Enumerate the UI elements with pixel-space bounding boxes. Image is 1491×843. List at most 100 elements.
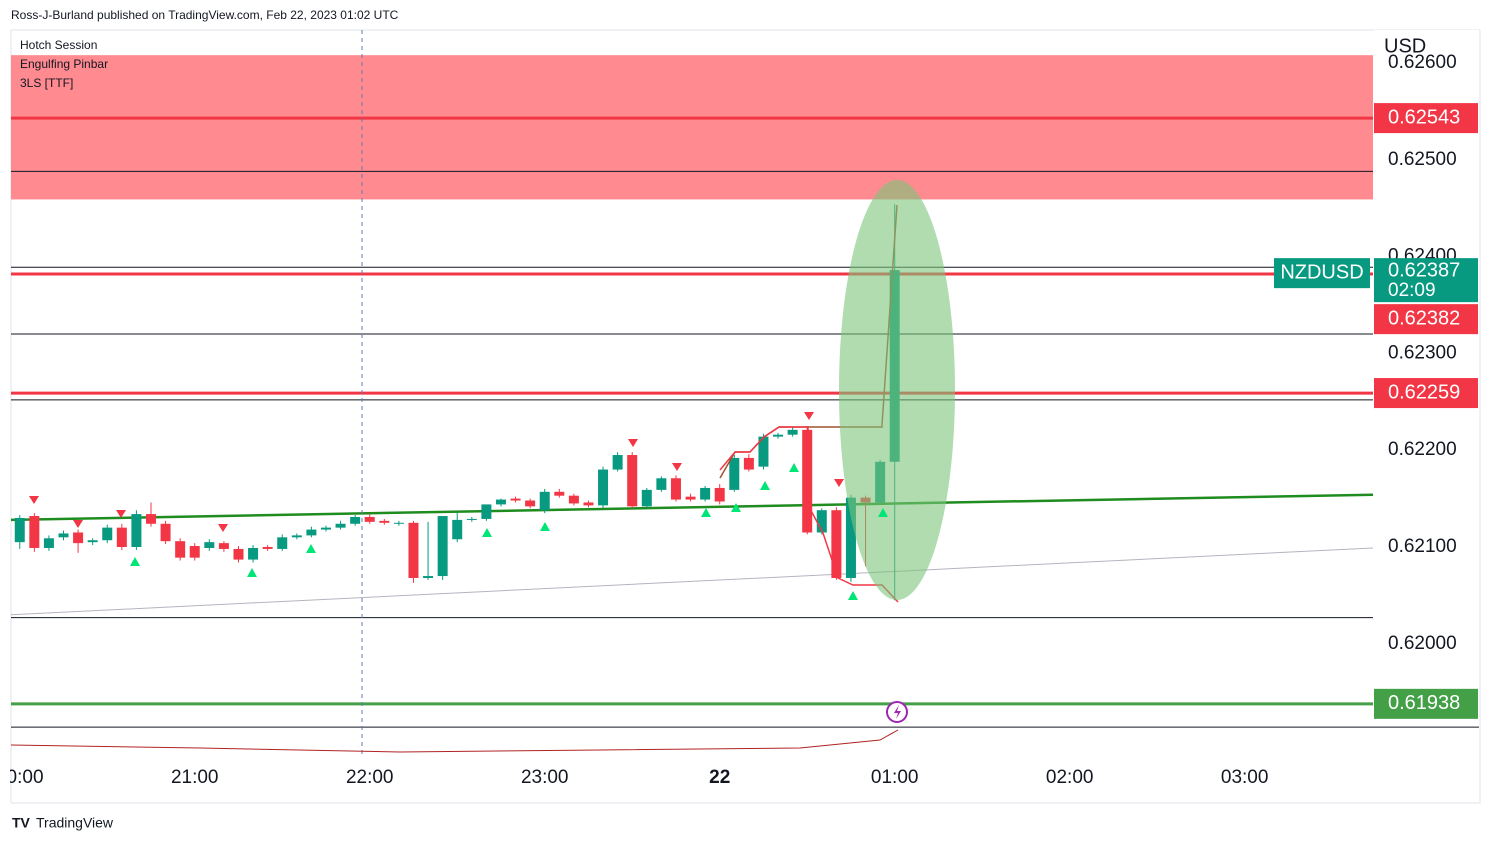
- buy-markers: [130, 463, 888, 600]
- footer-logo: TV: [12, 815, 31, 831]
- candle-body: [714, 487, 725, 502]
- candle-body: [204, 542, 215, 548]
- highlight-ellipse: [839, 180, 955, 600]
- currency: USD: [1384, 35, 1426, 57]
- currency-bg: [1374, 30, 1479, 58]
- candle-body: [525, 500, 536, 507]
- candle-body: [379, 520, 390, 523]
- x-tick-label: 22: [709, 767, 730, 788]
- candle-body: [831, 510, 842, 578]
- price-badge: [1374, 258, 1478, 303]
- x-tick-label: 21:00: [171, 767, 219, 788]
- candle-body: [423, 576, 434, 578]
- resistance-zone: [11, 55, 1373, 200]
- frame: [10, 29, 1481, 804]
- candle-body: [160, 523, 171, 542]
- trendline: [10, 493, 1374, 522]
- y-tick-label: 0.62100: [1388, 536, 1457, 557]
- candle-body: [320, 527, 331, 530]
- symbol-badge: [1274, 258, 1370, 289]
- level-label: 0.62259: [1388, 381, 1460, 403]
- candle-body: [350, 516, 361, 524]
- candle-body: [277, 537, 288, 549]
- indicator-name: Engulfing Pinbar: [20, 57, 108, 71]
- candle-body: [116, 527, 127, 548]
- candle-body: [102, 527, 113, 541]
- candle-body: [437, 516, 448, 577]
- candle-body: [393, 522, 404, 524]
- y-tick-label: 0.62200: [1388, 439, 1457, 460]
- candle-body: [685, 496, 696, 500]
- candle-body: [758, 436, 769, 467]
- candle-body: [729, 457, 740, 490]
- candle-body: [656, 478, 667, 490]
- candle-body: [743, 457, 754, 470]
- candle-body: [466, 518, 477, 520]
- candle-body: [670, 478, 681, 500]
- candle-body: [452, 519, 463, 540]
- candle-body: [291, 535, 302, 538]
- candle-body: [554, 491, 565, 496]
- x-tick-label: 01:00: [871, 767, 919, 788]
- candle-body: [73, 532, 84, 544]
- y-tick-label: 0.62300: [1388, 342, 1457, 363]
- candle-body: [43, 538, 54, 548]
- candle-body: [175, 541, 186, 558]
- candle-body: [233, 548, 244, 560]
- candle-body: [495, 499, 506, 505]
- candle-body: [568, 495, 579, 504]
- candle-body: [787, 429, 798, 435]
- level-label: 0.62543: [1388, 106, 1460, 128]
- level-label: 0.61938: [1388, 692, 1460, 714]
- x-tick-label: 22:00: [346, 767, 394, 788]
- y-tick-label: 0.62000: [1388, 633, 1457, 654]
- sell-markers: [29, 412, 844, 532]
- candle-body: [262, 547, 273, 549]
- candle-body: [641, 489, 652, 507]
- y-tick-label: 0.62500: [1388, 149, 1457, 170]
- left-mask: [0, 760, 10, 800]
- candle-body: [408, 522, 419, 578]
- countdown: 02:09: [1388, 280, 1436, 301]
- candle-body: [189, 546, 200, 558]
- last-price: 0.62387: [1388, 259, 1460, 281]
- candle-body: [335, 523, 346, 528]
- header: Ross-J-Burland published on TradingView.…: [11, 8, 399, 22]
- candle-body: [29, 516, 40, 548]
- candle-body: [218, 543, 229, 549]
- candle-body: [248, 547, 259, 560]
- level-badge: [1374, 103, 1478, 134]
- candle-body: [583, 502, 594, 506]
- level-badge: [1374, 688, 1478, 719]
- indicator-name: 3LS [TTF]: [20, 76, 73, 90]
- trendline: [10, 547, 1374, 616]
- symbol-label: NZDUSD: [1280, 261, 1363, 283]
- indicator-name: Hotch Session: [20, 38, 97, 52]
- candle-body: [364, 516, 375, 522]
- candle-body: [816, 510, 827, 533]
- candle-body: [612, 455, 623, 470]
- candle-body: [306, 529, 317, 536]
- level-badge: [1374, 304, 1478, 335]
- candle-body: [510, 498, 521, 501]
- event-bolt: [894, 705, 901, 719]
- y-tick-label: 0.62600: [1388, 52, 1457, 73]
- candle-body: [802, 429, 813, 533]
- candle-body: [481, 504, 492, 519]
- candle-body: [845, 497, 856, 578]
- level-badge: [1374, 378, 1478, 409]
- x-tick-label: 02:00: [1046, 767, 1094, 788]
- candle-body: [87, 540, 98, 543]
- signal-line: [719, 426, 899, 603]
- candle-body: [773, 434, 784, 437]
- x-tick-label: 23:00: [521, 767, 569, 788]
- footer: TradingView: [36, 815, 114, 831]
- candle-body: [58, 533, 69, 538]
- level-label: 0.62382: [1388, 307, 1460, 329]
- candle-body: [700, 487, 711, 500]
- x-tick-label: 20:00: [0, 767, 44, 788]
- candle-body: [627, 455, 638, 507]
- candle-body: [14, 517, 25, 543]
- candle-body: [131, 514, 142, 548]
